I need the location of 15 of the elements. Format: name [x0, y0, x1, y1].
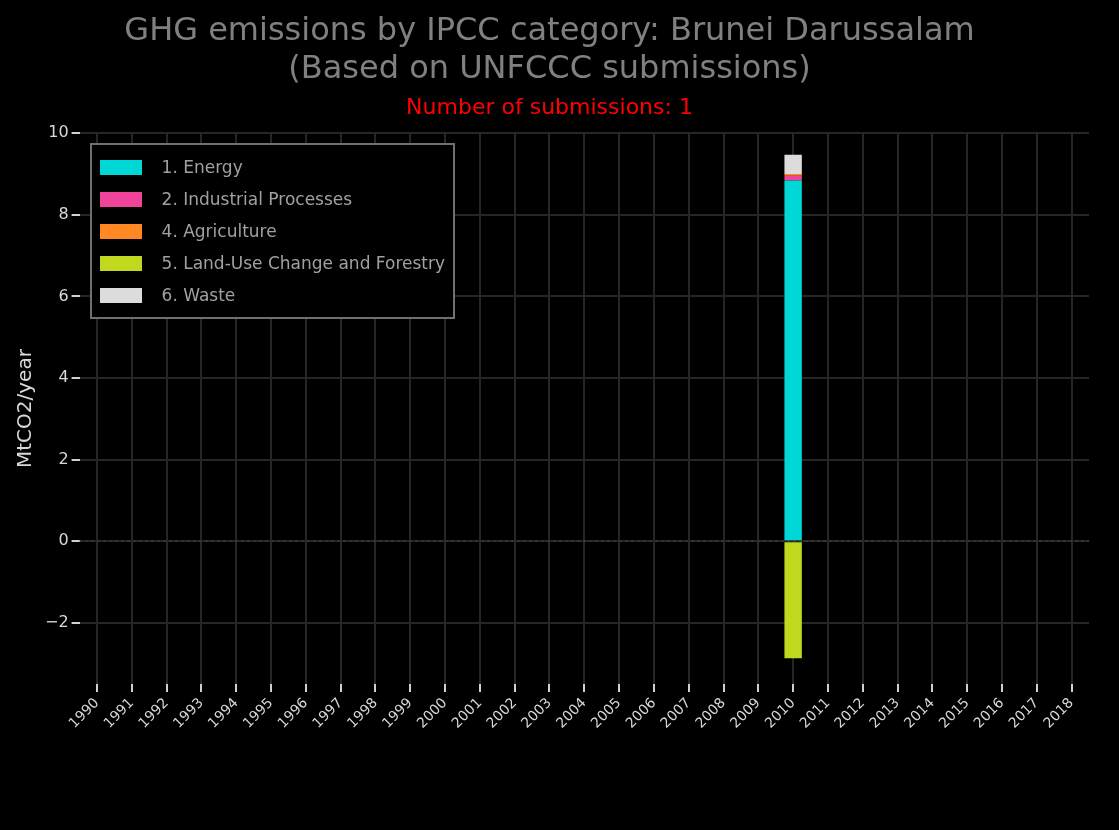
y-tick-label: 8 — [58, 203, 69, 223]
y-tick-label: 6 — [58, 285, 69, 305]
legend-label: 2. Industrial Processes — [161, 189, 353, 210]
chart-subtitle: Number of submissions: 1 — [406, 93, 693, 119]
legend-label: 1. Energy — [161, 157, 243, 178]
chart-title: GHG emissions by IPCC category: Brunei Darussalam (Based on UNFCCC submissions) — [124, 9, 975, 86]
y-tick-label: 2 — [58, 448, 69, 468]
legend-label: 5. Land-Use Change and Forestry — [161, 253, 446, 274]
y-tick-label: 0 — [58, 530, 69, 550]
y-axis-title: MtCO2/year — [12, 348, 37, 469]
y-tick-label: −2 — [44, 611, 69, 631]
legend-label: 4. Agriculture — [161, 221, 277, 242]
y-tick-label: 4 — [58, 367, 69, 387]
legend-label: 6. Waste — [161, 285, 236, 306]
y-tick-label: 10 — [48, 122, 69, 142]
